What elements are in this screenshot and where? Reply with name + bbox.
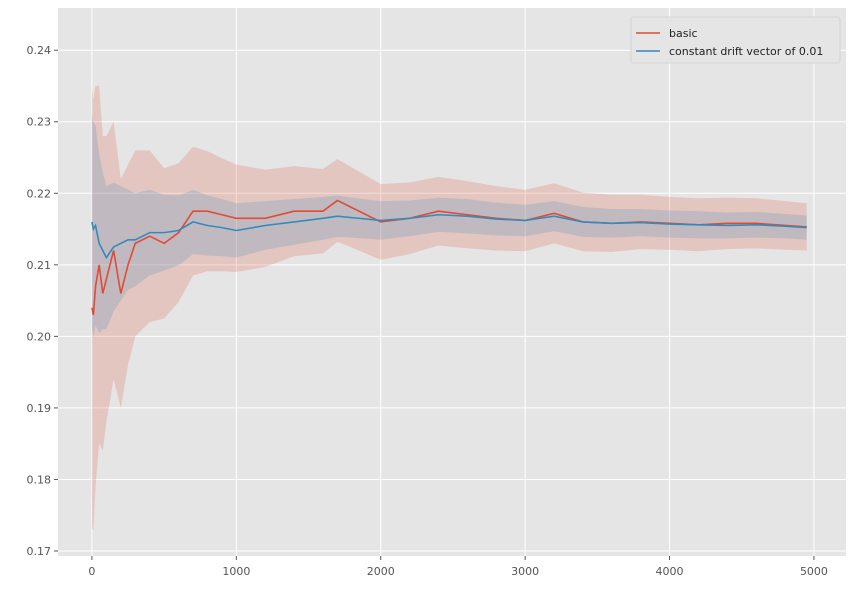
x-tick-label: 2000 bbox=[367, 565, 395, 578]
legend-label-basic: basic bbox=[669, 27, 698, 40]
x-tick-label: 5000 bbox=[800, 565, 828, 578]
y-tick-label: 0.22 bbox=[27, 187, 52, 200]
series-lines bbox=[91, 199, 807, 316]
legend: basic constant drift vector of 0.01 bbox=[630, 16, 841, 64]
x-tick-label: 1000 bbox=[222, 565, 250, 578]
band-drift bbox=[91, 114, 807, 337]
series-line-drift bbox=[91, 213, 807, 260]
y-tick-label: 0.18 bbox=[27, 473, 52, 486]
legend-label-drift: constant drift vector of 0.01 bbox=[669, 45, 823, 58]
y-tick-label: 0.20 bbox=[27, 330, 52, 343]
y-tick-label: 0.24 bbox=[27, 44, 52, 57]
plot-background bbox=[58, 8, 846, 556]
y-axis: 0.17 0.18 0.19 0.20 0.21 0.22 0.23 0.24 bbox=[27, 44, 58, 558]
x-tick-label: 3000 bbox=[511, 565, 539, 578]
x-axis: 0 1000 2000 3000 4000 5000 bbox=[88, 556, 828, 578]
y-tick-label: 0.21 bbox=[27, 259, 52, 272]
grid bbox=[58, 8, 846, 556]
legend-box bbox=[630, 16, 841, 64]
x-tick-label: 4000 bbox=[656, 565, 684, 578]
y-tick-label: 0.23 bbox=[27, 116, 52, 129]
x-tick-label: 0 bbox=[88, 565, 95, 578]
y-tick-label: 0.19 bbox=[27, 402, 52, 415]
y-tick-label: 0.17 bbox=[27, 545, 52, 558]
band-basic bbox=[91, 85, 807, 530]
confidence-bands bbox=[91, 85, 807, 530]
